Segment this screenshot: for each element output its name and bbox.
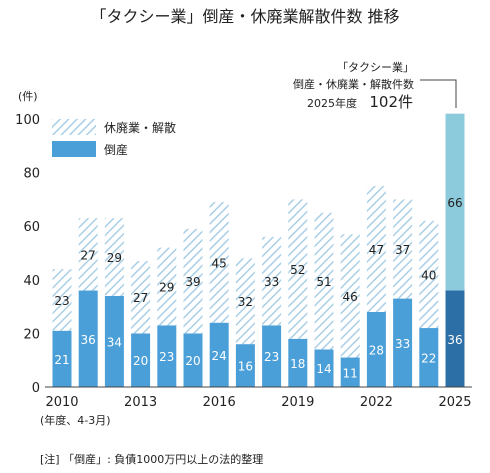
legend-swatch-bankruptcy	[52, 141, 96, 157]
data-label-closure: 45	[212, 256, 227, 270]
bar-bankruptcy	[157, 325, 177, 387]
data-label-closure: 33	[264, 275, 279, 289]
bar-closure	[288, 199, 308, 339]
annotation-year: 2025年度	[307, 96, 357, 110]
data-label-closure: 52	[290, 263, 305, 277]
data-label-bankruptcy: 23	[264, 350, 279, 364]
bar-closure	[235, 258, 255, 345]
y-tick-label: 40	[23, 274, 40, 289]
data-label-closure: 39	[185, 275, 200, 289]
bar-bankruptcy	[419, 328, 439, 387]
data-label-closure: 27	[81, 248, 96, 262]
bar-closure	[366, 186, 386, 312]
data-label-closure: 51	[316, 275, 331, 289]
bar-closure	[262, 236, 282, 326]
bar-closure	[157, 247, 177, 326]
data-label-bankruptcy: 11	[343, 366, 358, 380]
annotation-connector	[420, 79, 457, 108]
bar-bankruptcy	[445, 290, 465, 387]
annotation-2025: 「タクシー業」 倒産・休廃業・解散件数 2025年度 102件	[293, 61, 457, 111]
bar-bankruptcy	[78, 290, 98, 387]
data-label-bankruptcy: 21	[54, 353, 69, 367]
bar-bankruptcy	[131, 333, 151, 387]
data-label-bankruptcy: 20	[133, 354, 148, 368]
legend-swatch-closure	[52, 119, 96, 135]
data-label-bankruptcy: 36	[447, 333, 462, 347]
bar-closure	[104, 218, 124, 296]
data-label-bankruptcy: 14	[316, 362, 331, 376]
data-label-bankruptcy: 33	[395, 337, 410, 351]
data-label-bankruptcy: 22	[421, 352, 436, 366]
bar-bankruptcy	[393, 298, 413, 387]
data-label-closure: 46	[343, 290, 358, 304]
annotation-line2: 倒産・休廃業・解散件数	[293, 77, 414, 91]
legend-label-closure: 休廃業・解散	[104, 120, 176, 135]
x-axis: 2010 2013 2016 2019 2022 2025	[45, 395, 471, 410]
x-tick-label: 2025	[438, 395, 471, 410]
bar-bankruptcy	[288, 338, 308, 387]
bar-bankruptcy	[104, 295, 124, 387]
y-axis-unit: (件)	[18, 90, 38, 103]
bar-bankruptcy	[340, 357, 360, 387]
data-label-bankruptcy: 36	[81, 333, 96, 347]
bar-closure	[445, 113, 465, 291]
data-label-bankruptcy: 34	[107, 335, 122, 349]
data-label-closure: 37	[395, 243, 410, 257]
bar-bankruptcy	[209, 322, 229, 387]
annotation-line1: 「タクシー業」	[337, 61, 414, 74]
data-label-bankruptcy: 16	[238, 360, 253, 374]
bar-closure	[314, 212, 334, 350]
legend: 休廃業・解散 倒産	[52, 119, 176, 157]
bars-group: 21 23 36 27 34 29 20 27 23 29 20 39 24 45 16 32 23 33 18 52…	[52, 113, 465, 387]
bar-closure	[52, 269, 72, 331]
data-label-closure: 47	[369, 243, 384, 257]
x-tick-label: 2010	[45, 395, 78, 410]
y-axis: 0 20 40 60 80 100	[15, 113, 40, 396]
annotation-total: 102件	[369, 93, 413, 111]
y-tick-label: 80	[23, 167, 40, 182]
bar-closure	[393, 199, 413, 299]
bar-closure	[131, 261, 151, 334]
bar-bankruptcy	[52, 330, 72, 387]
legend-label-bankruptcy: 倒産	[104, 142, 128, 157]
bar-closure	[340, 234, 360, 358]
x-tick-label: 2019	[281, 395, 314, 410]
data-label-closure: 32	[238, 295, 253, 309]
y-tick-label: 60	[23, 220, 40, 235]
data-label-closure: 66	[447, 196, 462, 210]
footnote: [注] 「倒産」: 負債1000万円以上の法的整理	[40, 452, 263, 466]
bar-bankruptcy	[235, 344, 255, 387]
bar-bankruptcy	[262, 325, 282, 387]
bar-closure	[209, 202, 229, 323]
chart-title: 「タクシー業」倒産・休廃業解散件数 推移	[90, 7, 399, 26]
x-axis-note: (年度、4-3月)	[40, 413, 111, 427]
x-tick-label: 2013	[124, 395, 157, 410]
data-label-bankruptcy: 28	[369, 343, 384, 357]
x-tick-label: 2016	[203, 395, 236, 410]
bar-bankruptcy	[366, 311, 386, 387]
x-tick-label: 2022	[360, 395, 393, 410]
data-label-bankruptcy: 20	[185, 354, 200, 368]
bar-closure	[78, 218, 98, 291]
bar-closure	[183, 228, 203, 334]
data-label-bankruptcy: 18	[290, 357, 305, 371]
data-label-bankruptcy: 24	[212, 349, 227, 363]
data-label-closure: 23	[54, 294, 69, 308]
data-label-closure: 29	[159, 281, 174, 295]
data-label-closure: 40	[421, 268, 436, 282]
bar-bankruptcy	[314, 349, 334, 387]
y-tick-label: 20	[23, 327, 40, 342]
data-label-closure: 27	[133, 291, 148, 305]
bar-bankruptcy	[183, 333, 203, 387]
data-label-closure: 29	[107, 251, 122, 265]
y-tick-label: 100	[15, 113, 40, 128]
bar-closure	[419, 220, 439, 329]
y-tick-label: 0	[32, 381, 40, 396]
data-label-bankruptcy: 23	[159, 350, 174, 364]
